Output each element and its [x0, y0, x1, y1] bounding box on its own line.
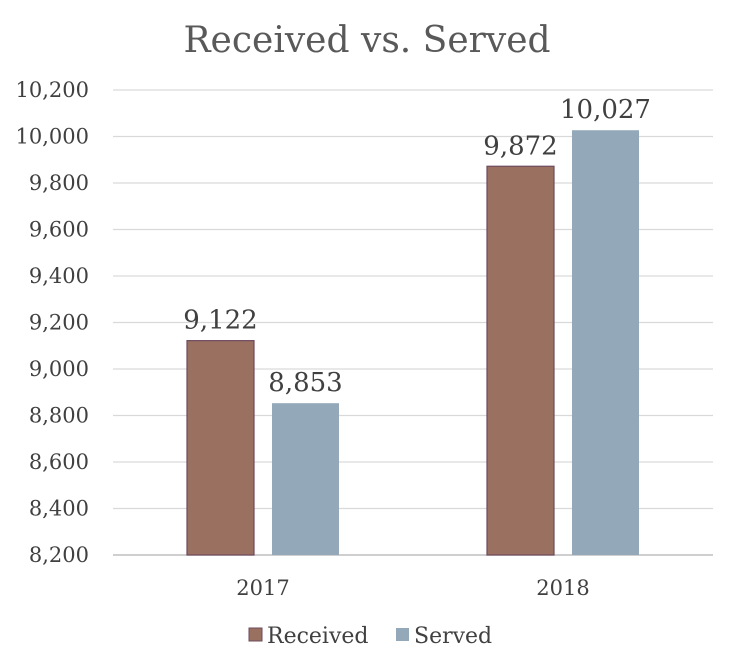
y-tick-label: 10,200: [16, 78, 89, 102]
bars: [186, 130, 639, 556]
bar-served-2018: [572, 130, 639, 555]
legend-label-received: Received: [267, 624, 369, 649]
legend: Received Served: [248, 624, 492, 649]
y-tick-label: 9,600: [29, 218, 89, 242]
data-label: 9,122: [183, 306, 257, 336]
y-tick-label: 8,800: [29, 404, 89, 428]
bar-received-2017: [186, 340, 255, 556]
y-tick-label: 8,400: [29, 497, 89, 521]
bar-served-2017: [272, 403, 339, 555]
y-tick-label: 8,600: [29, 450, 89, 474]
legend-swatch-served: [396, 628, 409, 641]
y-tick-label: 9,000: [29, 357, 89, 381]
data-label: 8,853: [268, 368, 342, 398]
x-axis-categories: 2017 2018: [236, 576, 589, 600]
chart-title: Received vs. Served: [183, 20, 550, 61]
data-label: 10,027: [560, 95, 651, 125]
x-category-label: 2017: [236, 576, 289, 600]
legend-swatch-received: [248, 627, 263, 642]
y-axis-ticks: 8,200 8,400 8,600 8,800 9,000 9,200 9,400 9,600…: [16, 78, 89, 567]
y-tick-label: 9,800: [29, 171, 89, 195]
bar-received-2018: [486, 165, 555, 556]
legend-label-served: Served: [414, 624, 492, 649]
data-label: 9,872: [483, 131, 557, 161]
y-tick-label: 9,400: [29, 264, 89, 288]
y-tick-label: 10,000: [16, 125, 89, 149]
x-category-label: 2018: [536, 576, 589, 600]
y-tick-label: 8,200: [29, 543, 89, 567]
y-tick-label: 9,200: [29, 311, 89, 335]
